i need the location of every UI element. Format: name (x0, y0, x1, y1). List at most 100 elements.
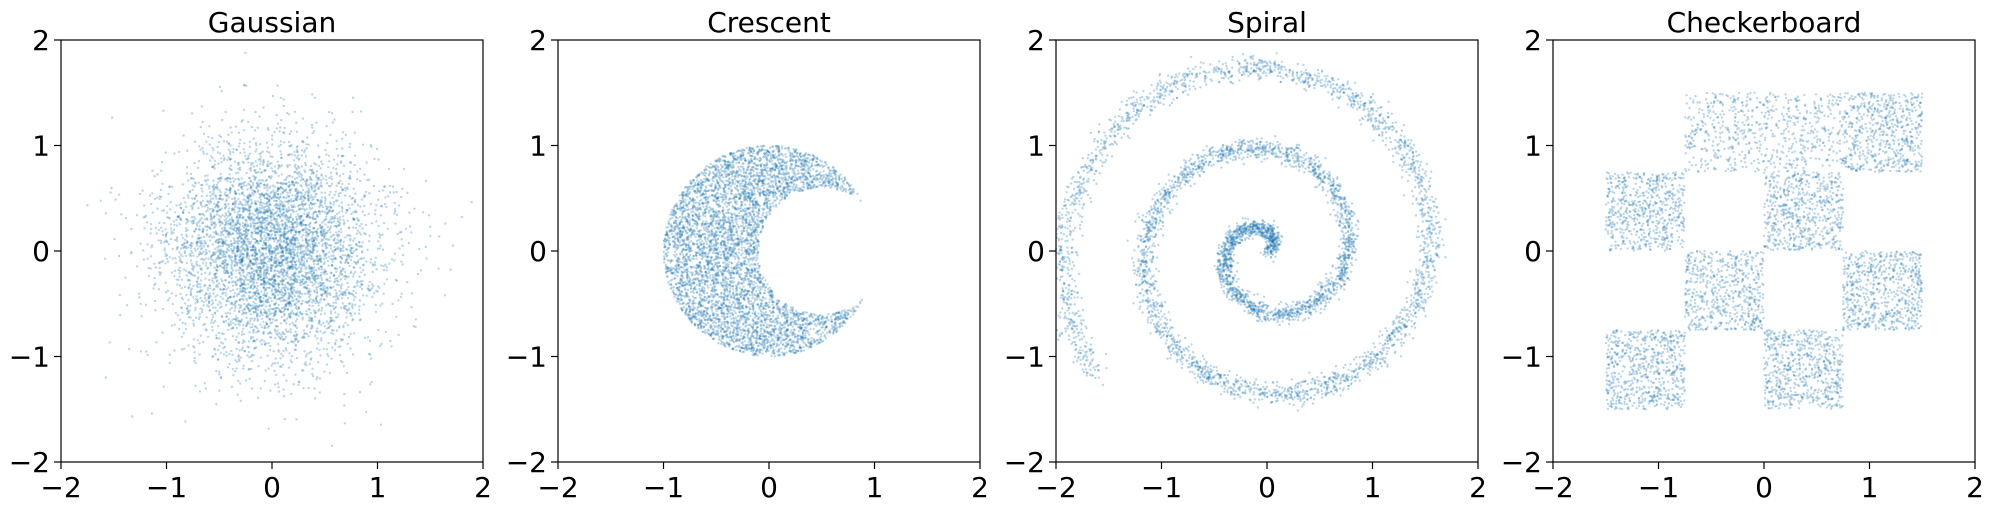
scatter-point (268, 209, 271, 212)
scatter-point (384, 196, 387, 199)
scatter-point (138, 296, 141, 299)
scatter-point (372, 184, 376, 188)
scatter-point (319, 167, 322, 170)
scatter-point (259, 195, 262, 198)
scatter-point (142, 216, 145, 219)
scatter-point (278, 365, 282, 368)
scatter-point (272, 193, 276, 196)
scatter-point (185, 235, 189, 238)
scatter-point (166, 260, 170, 263)
scatter-point (312, 269, 316, 272)
scatter-point (276, 245, 279, 248)
scatter-point (303, 262, 306, 266)
scatter-point (398, 231, 402, 234)
scatter-point (252, 275, 255, 278)
scatter-point (256, 190, 260, 193)
scatter-point (218, 152, 222, 155)
scatter-point (325, 207, 329, 210)
scatter-point (260, 317, 264, 321)
scatter-point (187, 286, 190, 290)
scatter-point (245, 324, 248, 327)
scatter-point (196, 271, 200, 274)
scatter-point (304, 224, 307, 227)
scatter-point (291, 283, 294, 286)
scatter-point (161, 259, 164, 263)
scatter-point (234, 315, 238, 318)
scatter-point (361, 227, 364, 230)
scatter-point (235, 215, 239, 218)
scatter-point (242, 210, 245, 213)
scatter-point (216, 265, 219, 268)
scatter-point (288, 301, 291, 305)
scatter-point (340, 201, 343, 204)
scatter-point (235, 367, 238, 370)
scatter-point (253, 319, 256, 322)
scatter-point (343, 194, 347, 197)
scatter-point (239, 279, 242, 282)
scatter-point (201, 120, 204, 124)
scatter-point (191, 267, 194, 270)
scatter-point (240, 291, 244, 294)
scatter-point (312, 190, 315, 193)
scatter-point (177, 150, 181, 154)
scatter-point (146, 257, 149, 260)
scatter-point (281, 311, 284, 314)
scatter-point (289, 312, 292, 315)
scatter-point (211, 193, 214, 196)
scatter-point (160, 161, 164, 164)
scatter-point (207, 296, 211, 299)
scatter-point (200, 310, 204, 314)
scatter-point (248, 206, 251, 209)
scatter-point (185, 274, 188, 277)
scatter-point (185, 217, 188, 221)
scatter-point (207, 187, 211, 190)
scatter-point (272, 213, 275, 216)
scatter-point (327, 221, 330, 224)
scatter-point (266, 255, 269, 258)
scatter-point (354, 226, 358, 230)
scatter-point (264, 261, 267, 264)
scatter-point (267, 128, 270, 132)
scatter-point (312, 249, 315, 252)
scatter-point (322, 288, 326, 291)
scatter-point (220, 227, 224, 230)
scatter-point (189, 271, 192, 274)
scatter-point (334, 248, 338, 251)
scatter-point (347, 302, 351, 305)
scatter-point (361, 250, 364, 253)
scatter-point (288, 352, 291, 355)
scatter-point (332, 254, 335, 257)
scatter-point (339, 191, 342, 195)
scatter-point (211, 279, 214, 283)
scatter-point (254, 308, 258, 311)
scatter-point (259, 275, 262, 279)
scatter-point (224, 272, 227, 275)
scatter-point (161, 209, 164, 213)
scatter-point (333, 224, 336, 228)
scatter-point (317, 176, 320, 180)
scatter-point (216, 303, 220, 306)
scatter-point (309, 254, 312, 257)
scatter-point (323, 235, 326, 238)
scatter-point (217, 204, 220, 207)
scatter-point (346, 234, 349, 237)
scatter-point (261, 219, 264, 223)
scatter-point (223, 279, 227, 282)
scatter-point (340, 273, 343, 276)
scatter-point (361, 268, 365, 272)
scatter-point (223, 269, 226, 272)
scatter-point (282, 132, 286, 135)
scatter-point (320, 160, 323, 163)
scatter-point (213, 163, 216, 166)
scatter-point (288, 323, 291, 326)
scatter-point (206, 226, 209, 229)
scatter-point (300, 173, 303, 177)
scatter-point (207, 296, 211, 299)
scatter-point (334, 190, 337, 193)
scatter-point (276, 84, 279, 87)
scatter-point (388, 191, 392, 194)
scatter-point (253, 177, 256, 180)
scatter-point (219, 245, 222, 248)
scatter-point (327, 255, 330, 258)
scatter-point (221, 242, 225, 245)
